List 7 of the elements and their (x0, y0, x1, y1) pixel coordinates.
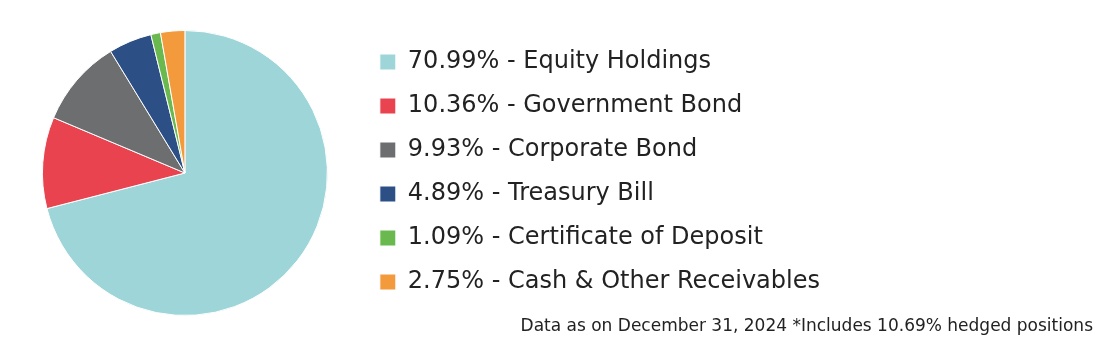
legend-label: 9.93% - Corporate Bond (407, 134, 698, 163)
text: Data as on December 31, 2024 *Includes 10.69% hedged positions (520, 315, 1093, 335)
legend-label: 1.09% - Certificate of Deposit (407, 222, 763, 251)
legend-label: 70.99% - Equity Holdings (407, 46, 712, 75)
legend-label: 4.89% - Treasury Bill (407, 178, 654, 207)
legend-label: 2.75% - Cash & Other Receivables (407, 266, 821, 295)
legend-label: 10.36% - Government Bond (407, 90, 743, 119)
